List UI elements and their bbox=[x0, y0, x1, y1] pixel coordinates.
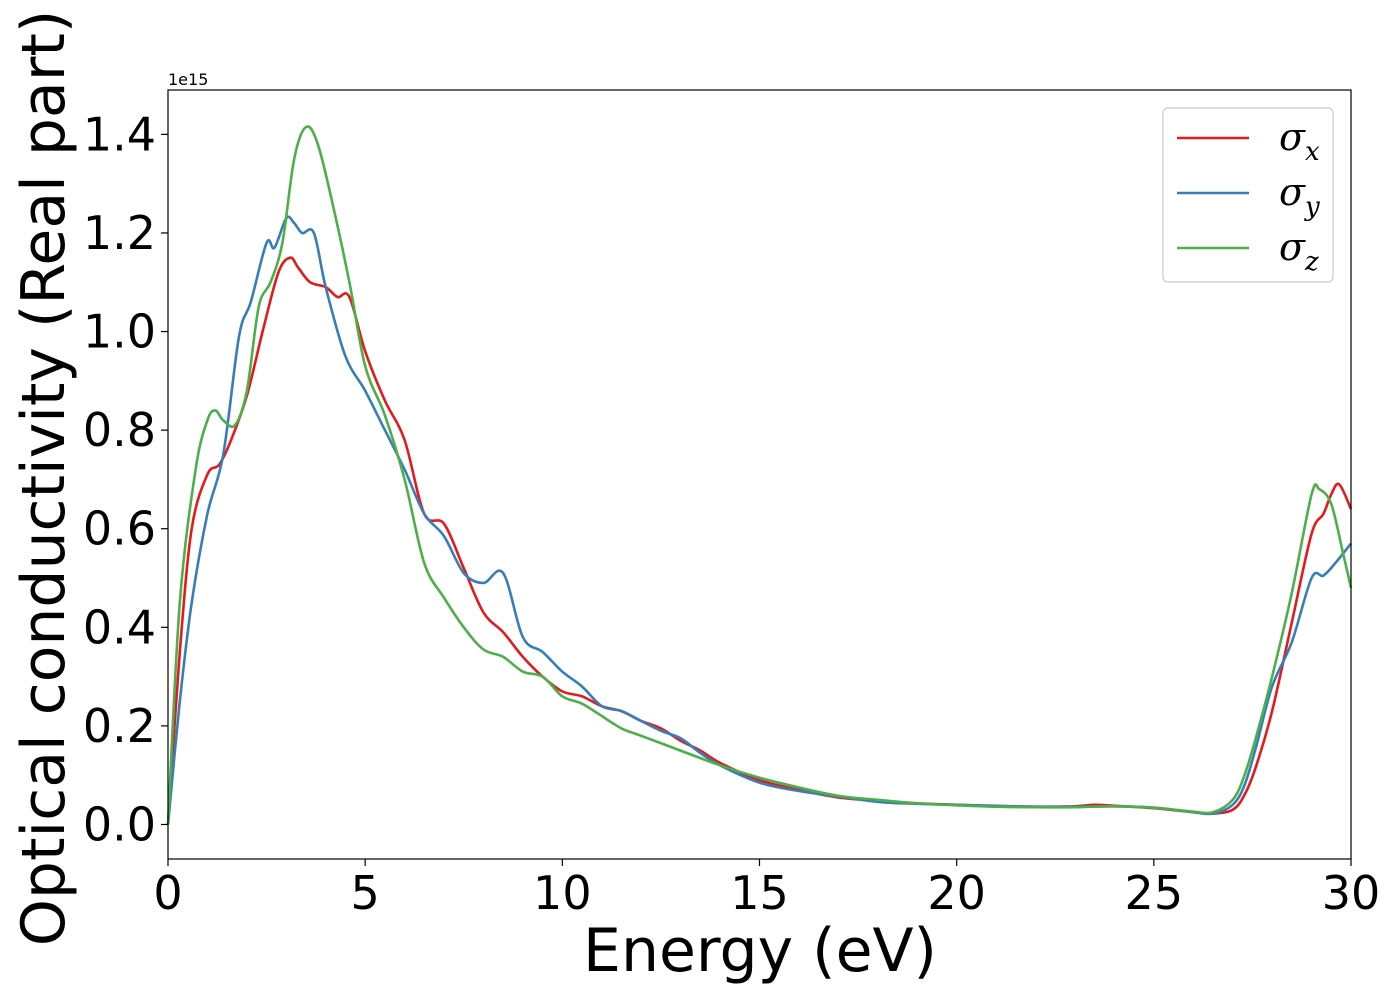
x-tick-label: 10 bbox=[533, 866, 592, 920]
y-tick-label: 0.2 bbox=[83, 699, 156, 753]
x-axis-label: Energy (eV) bbox=[583, 916, 937, 986]
x-tick-label: 20 bbox=[927, 866, 986, 920]
y-tick-label: 0.6 bbox=[83, 502, 156, 556]
y-tick-label: 1.0 bbox=[83, 305, 156, 359]
y-tick-label: 0.4 bbox=[83, 600, 156, 654]
series-layer bbox=[166, 125, 1353, 825]
y-axis-label: Optical conductivity (Real part) bbox=[9, 10, 79, 947]
x-tick-label: 15 bbox=[730, 866, 789, 920]
x-tick-label: 0 bbox=[153, 866, 182, 920]
legend-label-y: σy bbox=[1279, 170, 1320, 222]
y-tick-label: 1.2 bbox=[83, 206, 156, 260]
legend-label-z: σz bbox=[1279, 225, 1319, 277]
y-tick-label: 0.0 bbox=[83, 797, 156, 851]
x-ticks: 0 5 10 15 20 25 30 bbox=[153, 859, 1380, 920]
x-tick-label: 30 bbox=[1322, 866, 1381, 920]
y-tick-label: 1.4 bbox=[83, 107, 156, 161]
legend-label-x: σx bbox=[1279, 115, 1320, 167]
y-tick-label: 0.8 bbox=[83, 403, 156, 457]
series-line-z bbox=[166, 125, 1353, 825]
x-tick-label: 25 bbox=[1125, 866, 1184, 920]
y-offset-label: 1e15 bbox=[168, 70, 208, 89]
x-tick-label: 5 bbox=[351, 866, 380, 920]
legend-box bbox=[1162, 107, 1334, 283]
y-ticks: 0.0 0.2 0.4 0.6 0.8 1.0 1.2 1.4 bbox=[83, 107, 168, 851]
